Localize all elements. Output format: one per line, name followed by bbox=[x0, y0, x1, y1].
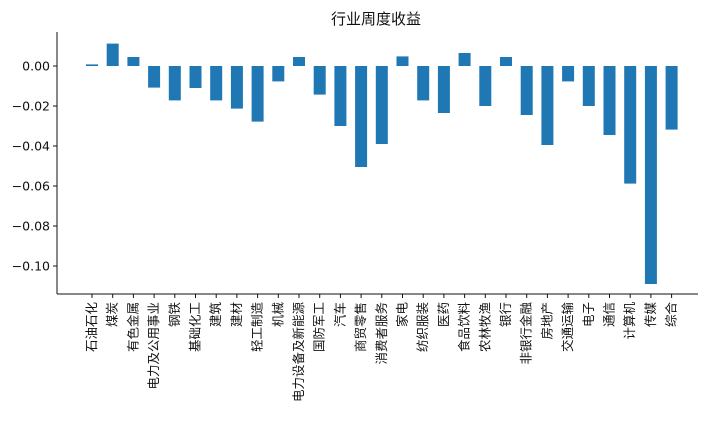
x-axis: 石油石化 煤炭 有色金属 电力及公用事业 钢铁 基础化工 建筑 建材 轻工制造 机械 电力设备及新能… bbox=[57, 293, 698, 403]
bar-10 bbox=[293, 57, 305, 66]
bar-5 bbox=[189, 66, 202, 88]
y-tick-label: −0.04 bbox=[12, 139, 50, 154]
x-tick-label: 煤炭 bbox=[105, 302, 120, 327]
y-tick-label: 0.00 bbox=[22, 59, 50, 74]
x-tick-label: 石油石化 bbox=[84, 302, 99, 353]
bar-22 bbox=[541, 66, 554, 145]
bar-9 bbox=[272, 66, 285, 82]
x-tick-label: 综合 bbox=[664, 302, 679, 328]
bar-25 bbox=[603, 66, 616, 135]
x-tick-label: 农林牧渔 bbox=[477, 302, 492, 352]
y-axis: 0.00 −0.02 −0.04 −0.06 −0.08 −0.10 bbox=[12, 32, 58, 294]
bar-28 bbox=[665, 66, 678, 130]
bar-14 bbox=[375, 66, 388, 144]
bars-group bbox=[86, 43, 678, 284]
bar-4 bbox=[168, 66, 181, 101]
bar-16 bbox=[417, 66, 430, 101]
bar-23 bbox=[562, 66, 575, 82]
bar-3 bbox=[148, 66, 161, 88]
x-tick-label: 纺织服装 bbox=[415, 302, 430, 352]
y-tick-label: −0.08 bbox=[12, 219, 50, 234]
bar-24 bbox=[582, 66, 595, 106]
bar-18 bbox=[458, 53, 471, 66]
x-tick-label: 国防军工 bbox=[312, 302, 327, 352]
x-tick-label: 食品饮料 bbox=[457, 302, 472, 353]
x-tick-label: 银行 bbox=[498, 302, 513, 327]
bar-6 bbox=[210, 66, 223, 101]
x-tick-label: 消费者服务 bbox=[374, 302, 389, 365]
bar-7 bbox=[230, 66, 243, 109]
x-tick-label: 电子 bbox=[581, 302, 596, 327]
bar-21 bbox=[520, 66, 533, 115]
bar-1 bbox=[106, 43, 119, 66]
x-tick-label: 商贸零售 bbox=[353, 302, 368, 352]
x-tick-label: 电力设备及新能源 bbox=[291, 302, 306, 403]
bar-17 bbox=[437, 66, 450, 113]
x-tick-label: 钢铁 bbox=[167, 302, 182, 328]
x-tick-label: 家电 bbox=[395, 302, 410, 328]
bar-20 bbox=[500, 57, 512, 66]
bar-11 bbox=[313, 66, 326, 95]
y-tick-label: −0.06 bbox=[12, 179, 50, 194]
bar-2 bbox=[127, 57, 140, 66]
x-tick-label: 房地产 bbox=[539, 302, 554, 340]
bar-12 bbox=[334, 66, 347, 126]
bar-19 bbox=[479, 66, 492, 106]
x-tick-label: 有色金属 bbox=[125, 302, 140, 352]
bar-26 bbox=[624, 66, 637, 184]
x-tick-label: 交通运输 bbox=[560, 302, 575, 353]
x-tick-label: 轻工制造 bbox=[250, 302, 265, 353]
bar-15 bbox=[396, 56, 409, 66]
x-tick-label: 计算机 bbox=[622, 302, 637, 340]
bar-13 bbox=[355, 66, 368, 167]
x-tick-label: 医药 bbox=[436, 302, 451, 327]
x-tick-label: 基础化工 bbox=[188, 302, 203, 352]
bar-27 bbox=[644, 66, 657, 284]
x-tick-label: 建筑 bbox=[208, 302, 223, 328]
x-tick-label: 非银行金融 bbox=[519, 302, 534, 365]
x-tick-label: 建材 bbox=[229, 302, 244, 327]
x-tick-label: 传媒 bbox=[643, 302, 658, 328]
y-tick-label: −0.02 bbox=[12, 99, 50, 114]
bar-8 bbox=[251, 66, 264, 122]
x-tick-label: 汽车 bbox=[332, 302, 347, 327]
chart-title: 行业周度收益 bbox=[331, 10, 421, 28]
x-tick-label: 通信 bbox=[602, 302, 617, 327]
bar-0 bbox=[86, 64, 98, 66]
y-tick-label: −0.10 bbox=[12, 259, 50, 274]
x-tick-label: 机械 bbox=[270, 302, 285, 328]
x-tick-label: 电力及公用事业 bbox=[146, 302, 161, 390]
